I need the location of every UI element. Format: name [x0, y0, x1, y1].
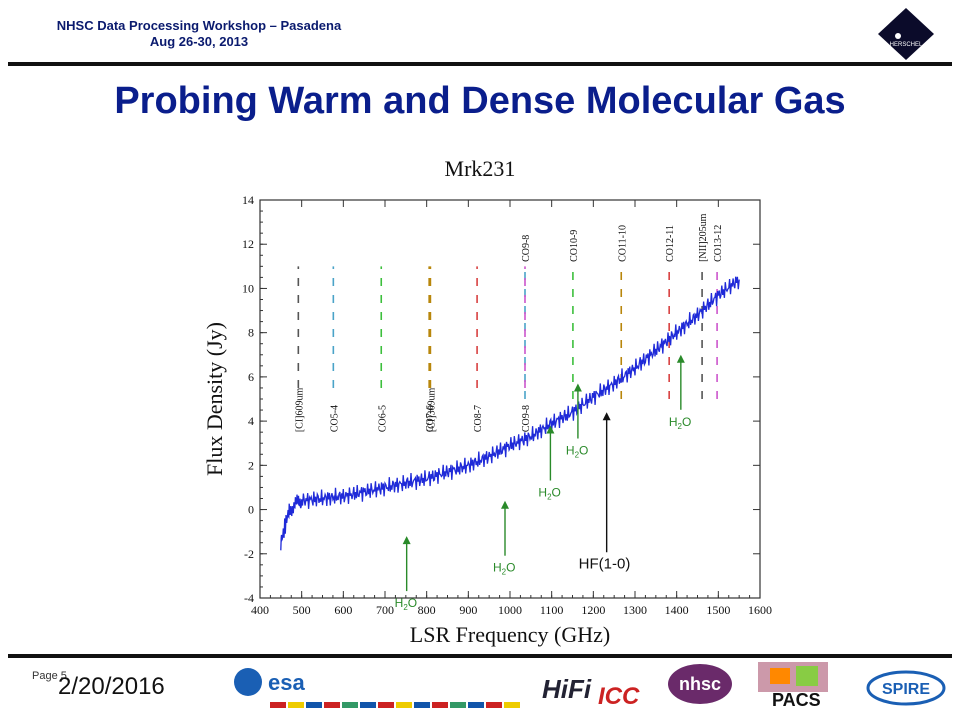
x-tick-label: 1000 [498, 603, 522, 617]
spectral-line-label: CO12-11 [665, 225, 676, 262]
spectral-line-label: CO11-10 [617, 225, 628, 262]
annotation-arrowhead [602, 412, 611, 421]
spectral-line-label: CO13-12 [713, 225, 724, 262]
header-rule [8, 62, 952, 66]
svg-text:SPIRE: SPIRE [882, 681, 930, 698]
herschel-logo-text: HERSCHEL [890, 42, 923, 48]
x-tick-label: 1400 [665, 603, 689, 617]
spectral-line-label: CO7-6 [425, 405, 436, 432]
annotation-label: HF(1-0) [579, 555, 631, 572]
x-axis-label: LSR Frequency (GHz) [410, 622, 610, 647]
annotation-arrowhead [501, 500, 509, 509]
svg-text:nhsc: nhsc [679, 674, 721, 694]
spectrum-chart: Mrk231 400 500 600 700 800 900 1000 1100 1200 1300… [202, 156, 772, 647]
esa-logo: esa [234, 668, 305, 696]
y-tick-label: 10 [242, 281, 254, 295]
spire-logo: SPIRE [866, 670, 946, 706]
x-tick-label: 1100 [540, 603, 564, 617]
x-tick-label: 500 [293, 603, 311, 617]
y-tick-label: -2 [244, 547, 254, 561]
y-tick-label: 12 [242, 237, 254, 251]
annotation-arrowhead [573, 383, 582, 392]
annotation-label: H2O [566, 444, 588, 460]
y-tick-label: 4 [248, 414, 254, 428]
chart-title: Mrk231 [445, 156, 516, 181]
svg-text:HiFi: HiFi [542, 674, 592, 704]
spectral-line-label: CO10-9 [569, 230, 580, 262]
star-icon [895, 33, 901, 39]
spectral-line-label: [CI]369um [426, 388, 437, 433]
header-workshop-date: Aug 26-30, 2013 [149, 34, 249, 49]
spectral-line-label: CO8-7 [473, 405, 484, 432]
footer-logos: esa HiFi ICC nhsc SPIRE [234, 662, 946, 710]
annotation-label: H2O [395, 596, 417, 612]
x-tick-label: 400 [251, 603, 269, 617]
y-axis-label: Flux Density (Jy) [202, 322, 227, 476]
x-tick-label: 1300 [623, 603, 647, 617]
footer-rule [8, 654, 952, 658]
pacs-logo-text: PACS [772, 690, 821, 710]
annotation-arrowhead [676, 354, 685, 363]
pacs-logo-graphic [758, 662, 828, 692]
x-tick-label: 600 [334, 603, 352, 617]
header-workshop-title: NHSC Data Processing Workshop – Pasadena [56, 18, 342, 33]
annotation-arrowhead [546, 425, 555, 434]
spectral-line-label: CO6-5 [377, 405, 388, 432]
spectrum-series [280, 276, 740, 551]
annotation-label: H2O [538, 486, 560, 502]
annotation-label: H2O [493, 561, 515, 577]
page-label: Page 5 [32, 670, 67, 682]
x-tick-label: 700 [376, 603, 394, 617]
y-tick-label: 8 [248, 326, 254, 340]
svg-text:ICC: ICC [598, 683, 640, 710]
x-tick-label: 1200 [581, 603, 605, 617]
hifi-logo: HiFi [542, 674, 592, 704]
flags-strip [270, 702, 520, 708]
y-tick-label: 14 [242, 193, 254, 207]
x-tick-label: 1600 [748, 603, 772, 617]
plot-frame [259, 199, 761, 599]
nhsc-logo: nhsc [668, 664, 732, 704]
annotation-label: H2O [669, 415, 691, 431]
annotation-arrowhead [402, 536, 411, 545]
slide-date: 2/20/2016 [58, 673, 165, 700]
y-tick-label: -4 [244, 591, 254, 605]
x-tick-label: 800 [418, 603, 436, 617]
x-tick-label: 900 [459, 603, 477, 617]
icc-logo: ICC [598, 683, 640, 710]
spectral-line-label: [CI]609um [294, 388, 305, 433]
herschel-logo: HERSCHEL [878, 8, 934, 60]
x-tick-label: 1500 [706, 603, 730, 617]
spectral-line-label: [NII]205um [698, 213, 709, 262]
y-tick-label: 0 [248, 503, 254, 517]
spectral-line-label: CO9-8 [521, 235, 532, 262]
spectral-line-label: CO9-8 [521, 405, 532, 432]
svg-text:esa: esa [268, 670, 305, 695]
slide-title: Probing Warm and Dense Molecular Gas [114, 80, 846, 122]
y-tick-label: 6 [248, 370, 254, 384]
spectral-line-label: CO5-4 [329, 405, 340, 432]
y-tick-label: 2 [248, 458, 254, 472]
